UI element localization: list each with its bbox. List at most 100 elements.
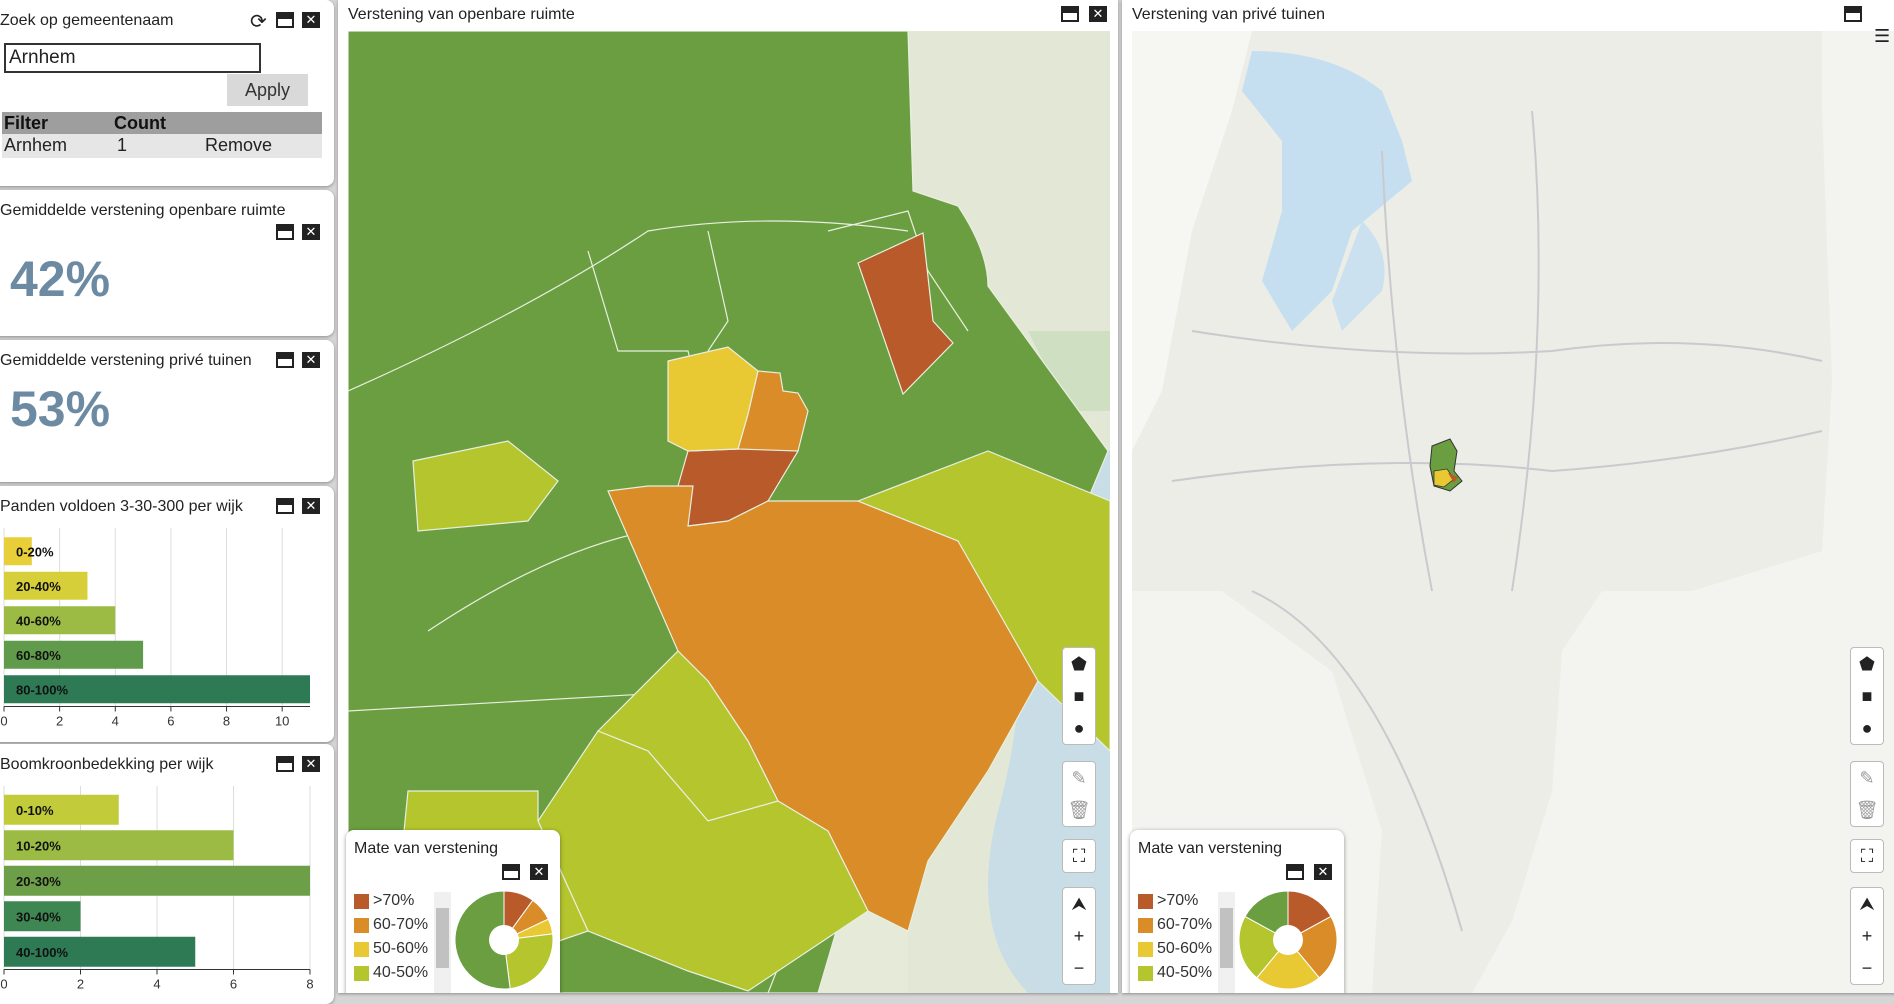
minimize-icon[interactable] [502, 864, 520, 880]
bar[interactable] [4, 571, 88, 600]
edit-tools: ✎ 🗑 [1850, 761, 1884, 827]
legend-pie-chart [454, 890, 554, 990]
edit-tools: ✎ 🗑 [1062, 761, 1096, 827]
kpi-public-value: 42% [10, 251, 111, 307]
edit-icon[interactable]: ✎ [1071, 767, 1087, 788]
pie-hole [489, 925, 519, 955]
pie-slice[interactable] [454, 890, 511, 990]
count-cell: 1 [117, 135, 128, 155]
bar[interactable] [4, 640, 144, 669]
close-icon[interactable]: ✕ [1089, 6, 1107, 22]
bar[interactable] [4, 675, 310, 704]
bar[interactable] [4, 830, 234, 861]
minimize-icon[interactable] [276, 756, 294, 772]
trash-icon[interactable]: 🗑 [1855, 799, 1879, 820]
bar[interactable] [4, 936, 196, 967]
x-tick-label: 0 [0, 714, 7, 729]
minimize-icon[interactable] [276, 498, 294, 514]
close-icon[interactable]: ✕ [302, 352, 320, 368]
draw-tools: ⬟ ■ ● [1062, 647, 1096, 745]
square-icon[interactable]: ■ [1861, 685, 1873, 706]
kpi-private-panel: Gemiddelde verstening privé tuinen ✕ 53% [0, 340, 334, 482]
pie-slice[interactable] [1238, 915, 1289, 979]
minimize-icon[interactable] [1061, 6, 1079, 22]
fullscreen-tools: ⛶ [1850, 839, 1884, 873]
zoom-out-icon[interactable]: − [1073, 957, 1085, 978]
trash-icon[interactable]: 🗑 [1067, 799, 1091, 820]
legend-label: >70% [373, 892, 415, 909]
close-icon[interactable]: ✕ [302, 224, 320, 240]
bar-label: 20-30% [16, 874, 61, 889]
minimize-icon[interactable] [1844, 6, 1862, 22]
map-private[interactable]: ⬟ ■ ● ✎ 🗑 ⛶ ⮝ + − [1132, 31, 1894, 993]
circle-icon[interactable]: ● [1861, 717, 1873, 738]
pie-slice[interactable] [1287, 915, 1338, 979]
x-tick-label: 6 [230, 977, 237, 992]
bar[interactable] [4, 865, 310, 896]
x-tick-label: 2 [77, 977, 84, 992]
close-icon[interactable]: ✕ [302, 12, 320, 28]
minimize-icon[interactable] [276, 12, 294, 28]
minimize-icon[interactable] [1286, 864, 1304, 880]
close-icon[interactable]: ✕ [530, 864, 548, 880]
pie-slice[interactable] [1244, 890, 1289, 941]
legend-title: Mate van verstening [1138, 840, 1283, 857]
remove-link[interactable]: Remove [205, 135, 273, 155]
legend-swatch [354, 893, 369, 909]
zoom-out-icon[interactable]: − [1861, 957, 1873, 978]
legend-label: 50-60% [373, 940, 429, 957]
legend-swatch [1138, 941, 1153, 957]
x-tick-label: 4 [112, 714, 119, 729]
legend-swatch [1138, 917, 1153, 933]
boom-chart-title: Boomkroonbedekking per wijk [0, 756, 214, 773]
kpi-public-title: Gemiddelde verstening openbare ruimte [0, 202, 286, 219]
minimize-icon[interactable] [276, 224, 294, 240]
search-input[interactable] [4, 43, 261, 73]
legend-item: 50-60% [1138, 940, 1212, 958]
fullscreen-icon[interactable]: ⛶ [1072, 845, 1086, 866]
bar-label: 40-100% [16, 945, 68, 960]
legend-label: 60-70% [373, 916, 429, 933]
x-tick-label: 8 [223, 714, 230, 729]
zoom-in-icon[interactable]: + [1861, 925, 1873, 946]
bar-label: 30-40% [16, 909, 61, 924]
bar-label: 60-80% [16, 648, 61, 663]
legend-item: 60-70% [1138, 916, 1212, 934]
kpi-private-value: 53% [10, 381, 111, 437]
close-icon[interactable]: ✕ [302, 498, 320, 514]
bar[interactable] [4, 794, 119, 825]
legend-scrollbar[interactable] [1218, 892, 1235, 993]
bar[interactable] [4, 901, 81, 932]
pie-slice[interactable] [1287, 890, 1332, 941]
legend-label: 60-70% [1157, 916, 1213, 933]
pie-slice[interactable] [1256, 939, 1320, 990]
circle-icon[interactable]: ● [1073, 717, 1085, 738]
north-arrow-icon[interactable]: ⮝ [1071, 893, 1087, 914]
edit-icon[interactable]: ✎ [1859, 767, 1875, 788]
close-icon[interactable]: ✕ [1314, 864, 1332, 880]
pie-hole [1273, 925, 1303, 955]
legend-scrollbar[interactable] [434, 892, 451, 993]
legend-item: >70% [1138, 892, 1198, 910]
square-icon[interactable]: ■ [1073, 685, 1085, 706]
table-row: Arnhem 1 Remove [2, 134, 322, 158]
north-arrow-icon[interactable]: ⮝ [1859, 893, 1875, 914]
legend-item: 50-60% [354, 940, 428, 958]
apply-button[interactable]: Apply [227, 74, 308, 106]
bar[interactable] [4, 606, 116, 635]
minimize-icon[interactable] [276, 352, 294, 368]
legend-swatch [354, 917, 369, 933]
legend-label: >70% [1157, 892, 1199, 909]
polygon-icon[interactable]: ⬟ [1859, 653, 1875, 674]
menu-icon[interactable]: ☰ [1874, 26, 1891, 46]
map-private-canvas [1132, 31, 1894, 993]
fullscreen-icon[interactable]: ⛶ [1860, 845, 1874, 866]
legend-item: >70% [354, 892, 414, 910]
bar[interactable] [4, 537, 32, 566]
legend-swatch [1138, 893, 1153, 909]
map-public-panel: Verstening van openbare ruimte ✕ [338, 0, 1118, 993]
zoom-in-icon[interactable]: + [1073, 925, 1085, 946]
polygon-icon[interactable]: ⬟ [1071, 653, 1087, 674]
close-icon[interactable]: ✕ [302, 756, 320, 772]
refresh-icon[interactable]: ⟳ [250, 11, 267, 33]
